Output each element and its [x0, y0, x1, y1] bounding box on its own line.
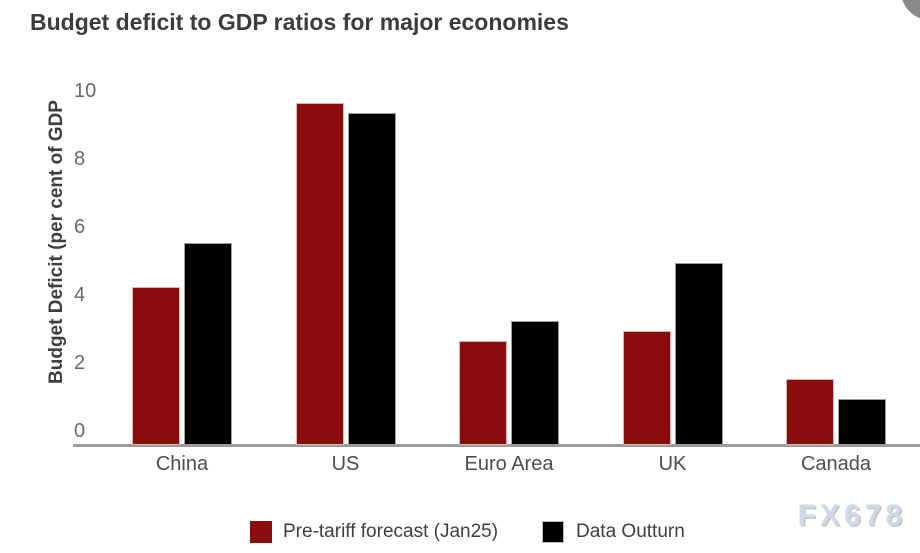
- legend-swatch-pre-tariff-forecast-jan25: [250, 521, 272, 543]
- y-tick-2: 2: [74, 352, 86, 374]
- x-category-uk: UK: [658, 453, 687, 475]
- bar-euro-area-pre-tariff-forecast-jan25: [459, 341, 507, 445]
- bar-euro-area-data-outturn: [511, 320, 559, 445]
- x-axis-line: [73, 444, 920, 447]
- bar-uk-data-outturn: [674, 263, 723, 445]
- legend-label-data-outturn: Data Outturn: [576, 521, 685, 542]
- y-tick-10: 10: [74, 80, 97, 102]
- bar-us-data-outturn: [347, 113, 396, 445]
- watermark: FX678: [797, 499, 906, 532]
- chart-title: Budget deficit to GDP ratios for major e…: [30, 9, 569, 35]
- bar-china-data-outturn: [184, 242, 232, 445]
- x-category-us: US: [331, 453, 360, 475]
- x-category-euro-area: Euro Area: [464, 453, 554, 475]
- x-category-china: China: [155, 453, 209, 475]
- bar-china-pre-tariff-forecast-jan25: [132, 286, 180, 445]
- bar-us-pre-tariff-forecast-jan25: [295, 103, 344, 445]
- y-tick-8: 8: [74, 148, 86, 170]
- y-axis-label: Budget Deficit (per cent of GDP: [46, 100, 67, 384]
- y-tick-6: 6: [74, 216, 86, 238]
- legend-label-pre-tariff-forecast-jan25: Pre-tariff forecast (Jan25): [283, 521, 499, 542]
- bar-uk-pre-tariff-forecast-jan25: [622, 331, 671, 445]
- bar-canada-data-outturn: [838, 399, 886, 445]
- x-category-canada: Canada: [800, 453, 872, 475]
- y-tick-0: 0: [74, 420, 86, 442]
- legend-swatch-data-outturn: [542, 521, 564, 543]
- bar-canada-pre-tariff-forecast-jan25: [786, 378, 834, 445]
- cropped-circle-button[interactable]: [901, 0, 920, 20]
- y-tick-4: 4: [74, 284, 86, 306]
